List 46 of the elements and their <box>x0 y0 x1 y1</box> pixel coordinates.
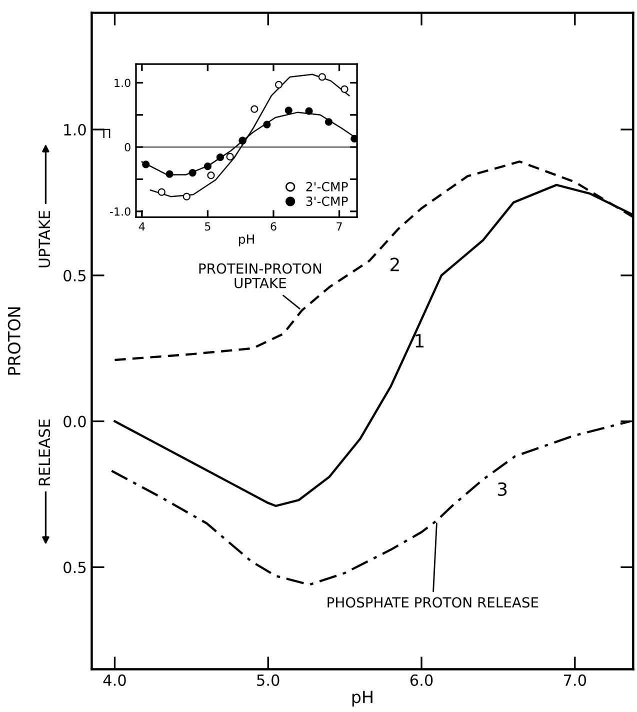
annotation: 1 <box>416 334 424 348</box>
x-tick-label: 4 <box>138 222 145 230</box>
y-tick-label: 0.0 <box>64 416 86 428</box>
annotation: 2 <box>390 258 399 272</box>
point <box>158 188 166 196</box>
point <box>182 192 190 200</box>
point <box>207 172 215 180</box>
x-axis-title: pH <box>238 234 254 246</box>
x-axis-title: pH <box>352 690 372 706</box>
point <box>263 120 271 128</box>
x-tick-label: 4.0 <box>103 674 126 686</box>
x-tick-label: 6 <box>270 222 276 231</box>
y-tick-label: 1.0 <box>64 124 86 136</box>
annotation: PHOSPHATE PROTON RELEASE <box>328 597 538 608</box>
point <box>142 160 150 168</box>
point <box>226 152 234 161</box>
point <box>216 154 224 162</box>
y-axis-title: PROTON <box>8 307 20 375</box>
point <box>204 162 212 170</box>
point <box>340 85 348 93</box>
y-tick-label: 1.0 <box>114 78 130 88</box>
y-tick-label: 0.5 <box>64 562 86 574</box>
annotation: 3 <box>498 482 507 496</box>
point <box>324 118 333 126</box>
x-tick-label: 6.0 <box>410 674 433 686</box>
legend-label: 2'-CMP <box>306 182 348 192</box>
legend-label: 3'-CMP <box>306 196 348 206</box>
y-tick-label: 0.5 <box>64 270 86 282</box>
text: UPTAKE <box>38 210 50 268</box>
point <box>188 168 196 177</box>
x-tick-label: 7.0 <box>564 674 586 686</box>
point <box>250 105 258 113</box>
point <box>284 106 292 114</box>
y-axis-title: Π <box>103 128 110 138</box>
point <box>166 170 174 178</box>
point <box>305 107 313 115</box>
point <box>318 73 326 81</box>
y-tick-label: -1.0 <box>110 207 130 216</box>
point <box>274 80 283 88</box>
y-tick-label: 0 <box>124 143 130 152</box>
annotation: PROTEIN-PROTON UPTAKE <box>199 263 322 288</box>
x-tick-label: 5 <box>205 222 210 231</box>
x-tick-label: 5.0 <box>257 674 280 686</box>
x-tick-label: 7 <box>336 222 342 230</box>
point <box>350 134 358 143</box>
text: RELEASE <box>38 420 50 486</box>
